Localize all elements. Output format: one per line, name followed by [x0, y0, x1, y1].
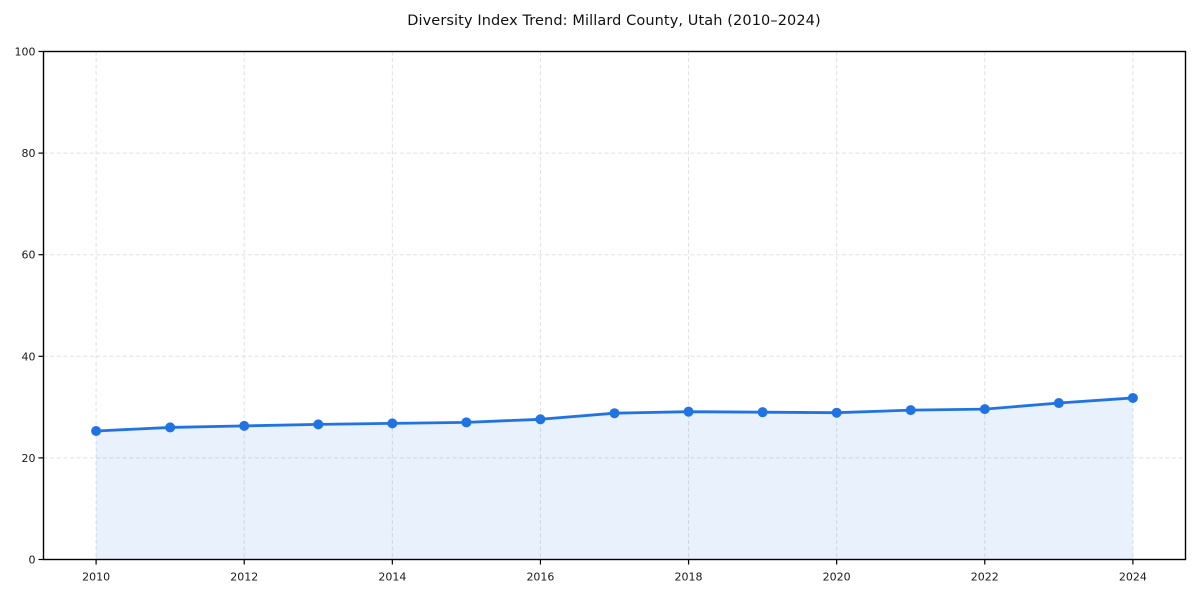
y-tick-label: 20 — [22, 452, 36, 465]
data-point — [979, 404, 990, 415]
data-point — [905, 405, 916, 416]
data-point — [1127, 392, 1138, 403]
data-point — [609, 408, 620, 419]
y-tick-label: 60 — [22, 249, 36, 262]
y-tick-label: 40 — [22, 350, 36, 363]
x-tick-label: 2014 — [378, 571, 406, 584]
x-tick-label: 2018 — [675, 571, 703, 584]
area-fill — [96, 397, 1133, 560]
data-point — [239, 420, 250, 431]
data-point — [91, 425, 102, 436]
data-point — [165, 422, 176, 433]
x-tick-label: 2024 — [1119, 571, 1147, 584]
data-point — [1053, 398, 1064, 409]
data-point — [461, 417, 472, 428]
x-tick-label: 2022 — [971, 571, 999, 584]
data-point — [535, 414, 546, 425]
chart-title: Diversity Index Trend: Millard County, U… — [407, 13, 821, 29]
data-point — [387, 418, 398, 429]
y-tick-label: 0 — [29, 554, 36, 567]
plot-border — [42, 50, 1187, 561]
x-tick-label: 2016 — [526, 571, 554, 584]
data-point — [757, 407, 768, 418]
x-tick-label: 2020 — [823, 571, 851, 584]
x-tick-label: 2010 — [82, 571, 110, 584]
data-point — [313, 419, 324, 430]
data-point — [683, 406, 694, 417]
y-tick-label: 80 — [22, 147, 36, 160]
x-tick-label: 2012 — [230, 571, 258, 584]
data-point — [831, 407, 842, 418]
y-tick-label: 100 — [15, 46, 36, 59]
